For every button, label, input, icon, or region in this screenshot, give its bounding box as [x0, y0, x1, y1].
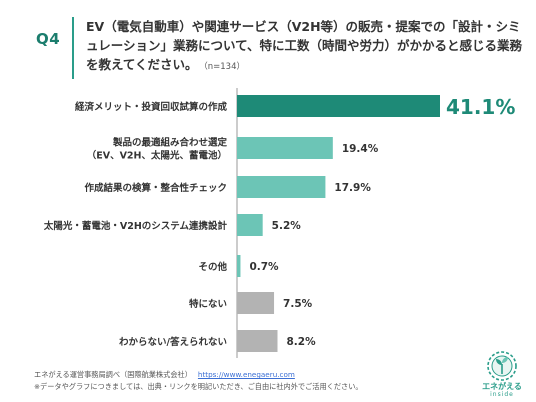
- bar-7: [237, 330, 278, 352]
- header-divider: [72, 17, 74, 79]
- footer: エネがえる運営事務局調べ（国際航業株式会社） https://www.enegae…: [34, 369, 363, 393]
- bar-4: [237, 214, 263, 236]
- logo-name: エネがえる: [482, 382, 522, 391]
- source-text: エネがえる運営事務局調べ（国際航業株式会社）: [34, 370, 192, 379]
- bar-2: [237, 137, 333, 159]
- category-label-1: 経済メリット・投資回収試算の作成: [75, 101, 228, 113]
- sprout-circle-icon: [487, 351, 517, 381]
- value-label-1: 41.1%: [446, 95, 515, 119]
- bar-1: [237, 95, 440, 117]
- question-text: EV（電気自動車）や関連サービス（V2H等）の販売・提案での「設計・シミュレーシ…: [86, 17, 526, 77]
- value-label-5: 0.7%: [249, 261, 279, 273]
- source-line: エネがえる運営事務局調べ（国際航業株式会社） https://www.enegae…: [34, 369, 363, 381]
- question-number: Q4: [36, 30, 61, 48]
- brand-logo: エネがえる inside: [477, 350, 527, 398]
- value-label-3: 17.9%: [334, 182, 371, 194]
- value-label-2: 19.4%: [342, 143, 379, 155]
- usage-note: ※データやグラフにつきましては、出典・リンクを明記いただき、ご自由に社内外でご活…: [34, 382, 363, 391]
- value-label-4: 5.2%: [272, 220, 302, 232]
- value-label-7: 8.2%: [287, 336, 317, 348]
- logo-subtitle: inside: [490, 391, 514, 398]
- category-label-3: 作成結果の検算・整合性チェック: [84, 182, 227, 194]
- bar-3: [237, 176, 326, 198]
- category-label-2-line-1: 製品の最適組み合わせ選定: [112, 137, 228, 149]
- question-header: Q4 EV（電気自動車）や関連サービス（V2H等）の販売・提案での「設計・シミュ…: [0, 0, 536, 90]
- category-label-2-line-2: （EV、V2H、太陽光、蓄電池）: [87, 150, 227, 162]
- value-label-6: 7.5%: [283, 298, 313, 310]
- category-label-6: 特にない: [189, 298, 227, 310]
- category-label-4: 太陽光・蓄電池・V2Hのシステム連携設計: [44, 220, 228, 232]
- bar-6: [237, 292, 275, 314]
- bar-5: [237, 255, 241, 277]
- source-link[interactable]: https://www.enegaeru.com: [197, 370, 295, 379]
- category-label-7: わからない/答えられない: [119, 336, 227, 348]
- category-label-5: その他: [198, 261, 227, 273]
- sample-size: （n=134）: [203, 62, 245, 72]
- question-body: EV（電気自動車）や関連サービス（V2H等）の販売・提案での「設計・シミュレーシ…: [86, 19, 523, 72]
